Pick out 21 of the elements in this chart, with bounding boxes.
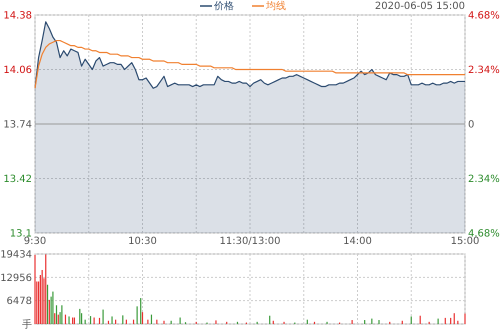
y-tick-label: 13.42 xyxy=(3,174,32,185)
y2-tick-label: 0 xyxy=(468,120,474,130)
x-tick-label: 11:30/13:00 xyxy=(219,236,281,247)
y-tick-label: 14.38 xyxy=(3,10,32,22)
text: 2020-06-05 15:00 xyxy=(374,1,465,12)
x-tick-label: 9:30 xyxy=(24,236,46,247)
y-tick-label: 14.06 xyxy=(3,65,32,76)
legend-label: 价格 xyxy=(213,0,234,12)
y-tick-label: 12956 xyxy=(0,272,32,284)
x-tick-label: 15:00 xyxy=(450,236,480,247)
y2-tick-label: 2.34% xyxy=(468,174,500,185)
y2-tick-label: 4.68% xyxy=(468,10,500,22)
x-tick-label: 14:00 xyxy=(343,236,372,247)
x-tick-label: 10:30 xyxy=(128,236,157,247)
y-tick-label: 13.74 xyxy=(3,120,32,130)
y-tick-label: 19434 xyxy=(0,250,32,260)
y-tick-label: 手 xyxy=(22,318,32,330)
legend-label: 均线 xyxy=(265,0,286,12)
y2-tick-label: 2.34% xyxy=(468,65,500,76)
line-series xyxy=(34,40,466,89)
y-tick-label: 6478 xyxy=(6,296,32,308)
